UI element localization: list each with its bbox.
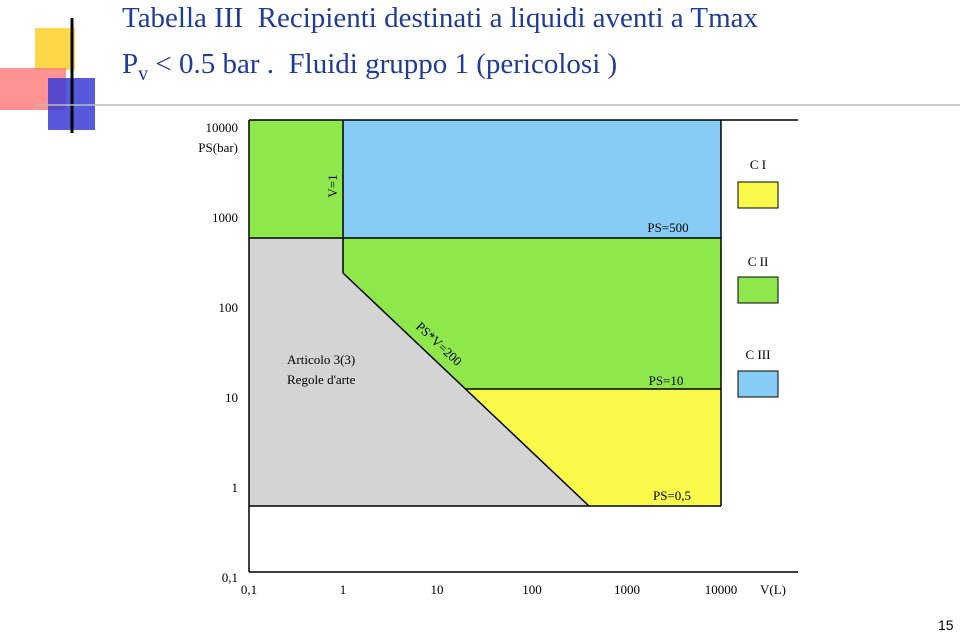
y-tick-label: 10000 — [206, 120, 239, 135]
x-tick-label: 0,1 — [241, 582, 257, 597]
region-label: Regole d'arte — [287, 372, 356, 387]
y-tick-label: 1 — [232, 480, 239, 495]
region-art3 — [249, 238, 589, 506]
y-tick-label: 10 — [225, 390, 238, 405]
y-axis-unit: PS(bar) — [198, 140, 238, 155]
y-tick-label: 100 — [219, 300, 239, 315]
x-tick-label: 10 — [431, 582, 444, 597]
x-tick-label: 1000 — [614, 582, 640, 597]
legend-label: C III — [746, 347, 771, 362]
y-tick-label: 1000 — [212, 210, 238, 225]
region-label: Articolo 3(3) — [287, 352, 355, 367]
legend-swatch — [737, 276, 779, 304]
title-line: Pv < 0.5 bar . Fluidi gruppo 1 (pericolo… — [122, 48, 617, 86]
boundary-label: PS=500 — [647, 220, 688, 235]
legend-swatch — [737, 370, 779, 398]
region-c2 — [249, 120, 343, 238]
page-number: 15 — [938, 617, 954, 633]
region-c3 — [343, 120, 721, 238]
x-tick-label: 1 — [340, 582, 347, 597]
boundary-label: PS=10 — [649, 373, 684, 388]
deco-square — [35, 28, 75, 70]
title-subscript: v — [138, 62, 149, 85]
boundary-label: V=1 — [325, 174, 340, 197]
title-text: < 0.5 bar . Fluidi gruppo 1 (pericolosi … — [155, 48, 618, 80]
x-tick-label: 100 — [522, 582, 542, 597]
x-tick-label: 10000 — [705, 582, 738, 597]
region-c1 — [466, 389, 721, 506]
legend-swatch — [737, 181, 779, 209]
title-line: Tabella III Recipienti destinati a liqui… — [122, 2, 759, 34]
boundary-label: PS=0,5 — [653, 488, 691, 503]
legend-label: C II — [748, 254, 769, 269]
legend-label: C I — [750, 157, 766, 172]
y-tick-label: 0,1 — [222, 570, 238, 585]
region-c2 — [343, 238, 721, 389]
x-axis-unit: V(L) — [760, 582, 786, 597]
title-text: P — [122, 48, 139, 80]
